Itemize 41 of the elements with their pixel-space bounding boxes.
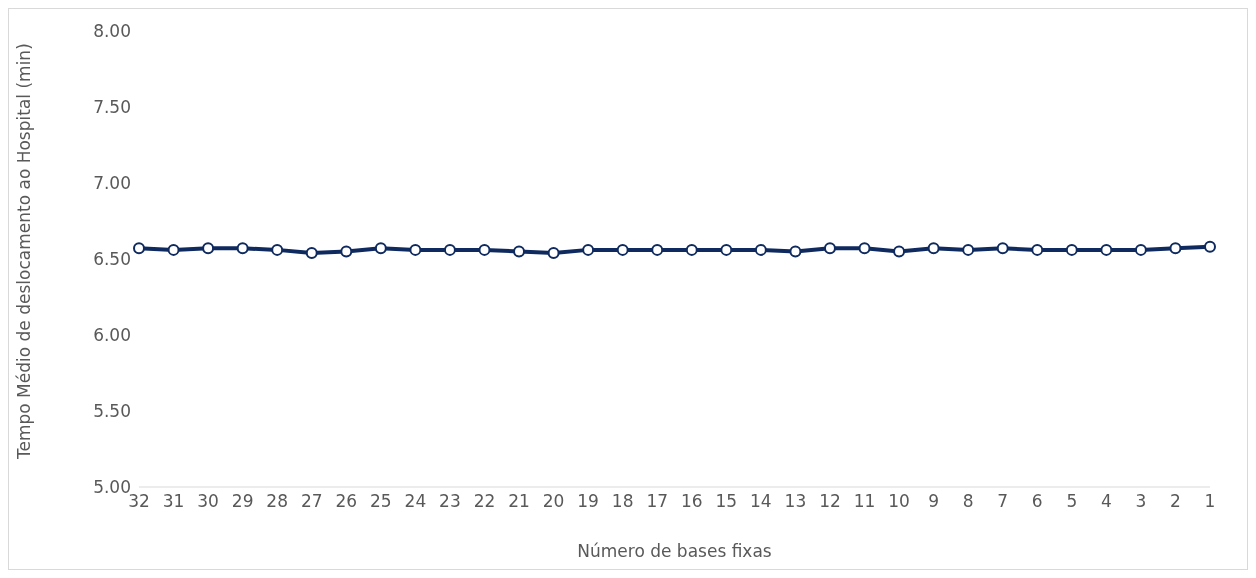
x-tick-label: 32 xyxy=(128,491,150,512)
x-tick-label: 25 xyxy=(370,491,392,512)
x-tick-label: 19 xyxy=(577,491,599,512)
x-tick-label: 28 xyxy=(266,491,289,512)
x-tick-label: 3 xyxy=(1135,491,1147,512)
y-tick-label: 7.00 xyxy=(93,173,131,194)
y-tick-label: 5.50 xyxy=(93,401,131,422)
x-tick-label: 31 xyxy=(162,491,185,512)
x-tick-label: 6 xyxy=(1031,491,1043,512)
x-tick-label: 20 xyxy=(542,491,565,512)
y-axis-title: Tempo Médio de deslocamento ao Hospital (min) xyxy=(14,43,35,460)
x-tick-label: 16 xyxy=(680,491,703,512)
x-tick-label: 21 xyxy=(508,491,530,512)
y-tick-label: 5.00 xyxy=(93,477,131,498)
x-tick-label: 26 xyxy=(335,491,358,512)
x-tick-label: 23 xyxy=(439,491,461,512)
x-tick-label: 22 xyxy=(473,491,496,512)
x-tick-label: 12 xyxy=(819,491,841,512)
x-tick-label: 27 xyxy=(300,491,323,512)
x-tick-label: 13 xyxy=(784,491,807,512)
x-tick-label: 9 xyxy=(928,491,940,512)
y-tick-label: 7.50 xyxy=(93,97,131,118)
x-tick-label: 4 xyxy=(1100,491,1112,512)
x-tick-label: 30 xyxy=(197,491,219,512)
x-tick-label: 24 xyxy=(404,491,427,512)
x-tick-label: 2 xyxy=(1170,491,1181,512)
x-tick-label: 29 xyxy=(231,491,254,512)
x-tick-label: 11 xyxy=(853,491,876,512)
x-tick-label: 10 xyxy=(888,491,910,512)
x-tick-label: 1 xyxy=(1204,491,1216,512)
x-tick-label: 14 xyxy=(750,491,772,512)
y-tick-label: 8.00 xyxy=(93,21,131,42)
x-tick-label: 5 xyxy=(1066,491,1078,512)
x-tick-label: 8 xyxy=(962,491,974,512)
x-tick-label: 7 xyxy=(997,491,1009,512)
y-tick-label: 6.00 xyxy=(93,325,131,346)
x-tick-label: 17 xyxy=(646,491,669,512)
x-tick-label: 15 xyxy=(715,491,738,512)
y-tick-label: 6.50 xyxy=(93,249,131,270)
x-tick-label: 18 xyxy=(611,491,634,512)
x-axis-title: Número de bases fixas xyxy=(577,541,772,561)
